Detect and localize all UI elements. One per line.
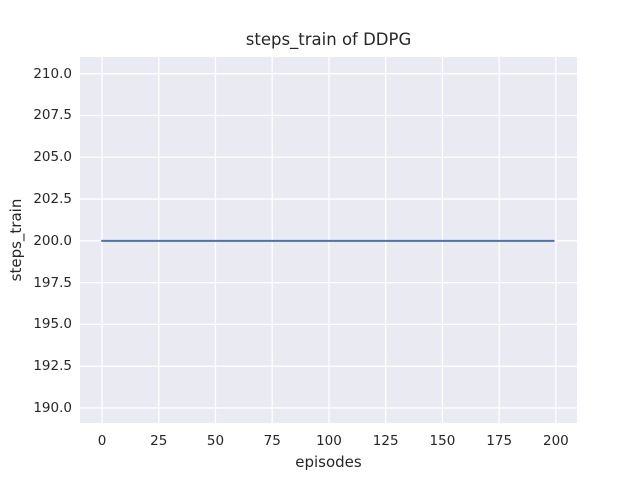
y-tick-label: 192.5 [33,358,72,375]
x-tick-label: 150 [429,433,456,449]
plot-area [80,57,577,423]
y-tick-label: 197.5 [33,274,72,291]
y-tick-label: 202.5 [33,191,72,208]
x-tick-label: 100 [316,433,342,449]
y-tick-label: 205.0 [33,149,72,166]
y-tick-label: 200.0 [33,232,72,249]
y-tick-label: 210.0 [33,65,72,82]
y-tick-label: 195.0 [33,316,72,333]
y-axis-label: steps_train [7,198,25,282]
chart-title: steps_train of DDPG [245,30,412,49]
x-tick-label: 125 [372,433,399,449]
x-axis-label: episodes [295,453,362,471]
x-tick-label: 200 [543,433,569,449]
x-tick-label: 25 [150,433,168,449]
x-tick-label: 75 [263,433,281,449]
y-tick-label: 207.5 [33,107,72,124]
x-tick-label: 175 [486,433,513,449]
y-tick-label: 190.0 [33,399,72,416]
x-tick-label: 50 [206,433,225,449]
x-tick-label: 0 [97,433,107,449]
